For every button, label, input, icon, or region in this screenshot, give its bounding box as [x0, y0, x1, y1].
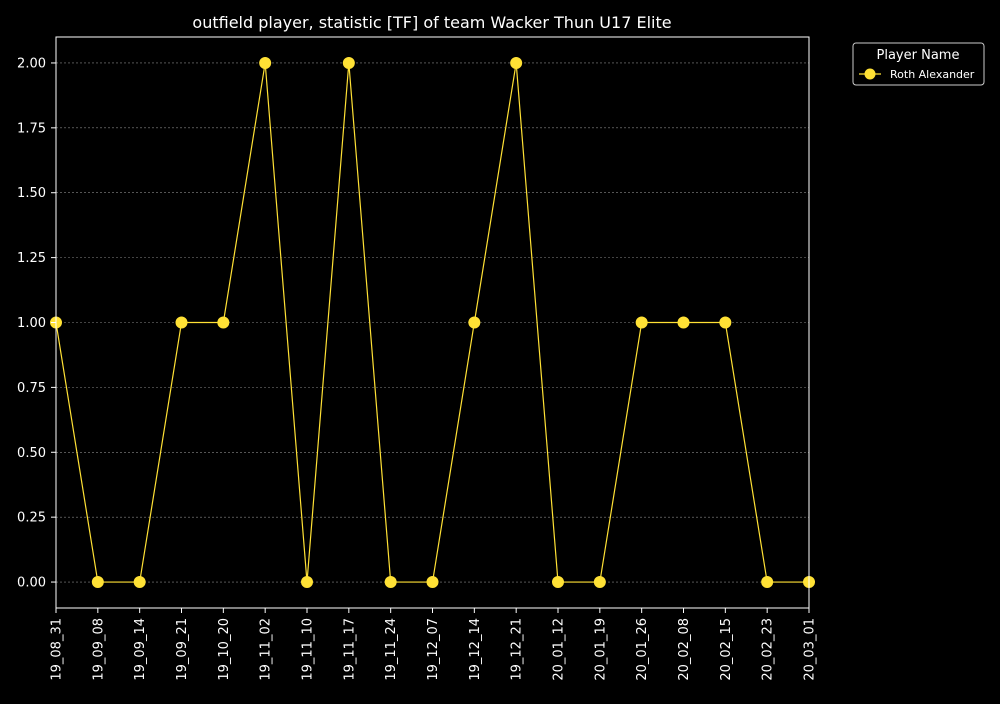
chart-title: outfield player, statistic [TF] of team … — [192, 13, 671, 32]
data-points — [50, 56, 815, 589]
data-point — [259, 56, 272, 69]
plot-frame — [55, 36, 810, 609]
legend: Player Name Roth Alexander — [852, 42, 985, 86]
x-tick-label: 19_09_14 — [133, 618, 148, 681]
data-point — [468, 316, 481, 329]
x-tick-label: 19_11_17 — [342, 618, 357, 681]
x-tick-label: 20_01_19 — [593, 618, 608, 681]
y-axis: 0.00 0.25 0.50 0.75 1.00 1.25 1.50 1.75 2.00 — [17, 56, 56, 591]
legend-marker-swatch — [864, 68, 876, 80]
x-tick-label: 19_11_02 — [259, 618, 274, 681]
x-tick-label: 20_02_15 — [719, 618, 734, 681]
x-axis: 19_08_31 19_09_08 19_09_14 19_09_21 19_10_20… — [50, 608, 818, 681]
x-tick-label: 19_09_21 — [175, 618, 190, 681]
data-point — [552, 576, 564, 589]
data-point — [384, 576, 397, 589]
y-tick-label: 0.50 — [17, 446, 46, 461]
y-tick-label: 1.75 — [17, 121, 46, 136]
y-tick-label: 1.25 — [17, 251, 46, 266]
data-point — [719, 316, 732, 329]
x-tick-label: 19_12_14 — [468, 618, 483, 681]
data-point — [301, 576, 313, 589]
legend-title: Player Name — [877, 48, 960, 63]
data-point — [593, 576, 606, 589]
legend-box — [852, 42, 985, 86]
data-point — [635, 316, 648, 329]
x-tick-label: 19_12_21 — [510, 618, 525, 681]
data-point — [510, 56, 523, 69]
grid-lines — [56, 62, 809, 583]
y-tick-label: 2.00 — [17, 56, 46, 71]
x-tick-label: 19_10_20 — [217, 618, 232, 681]
data-point — [426, 576, 439, 589]
data-point — [91, 576, 104, 589]
x-tick-label: 20_02_23 — [761, 618, 776, 681]
x-tick-label: 20_01_26 — [635, 618, 650, 681]
x-tick-label: 19_12_07 — [426, 618, 441, 681]
y-tick-label: 1.50 — [17, 186, 46, 201]
y-tick-label: 0.75 — [17, 381, 46, 396]
x-tick-label: 19_08_31 — [50, 618, 65, 681]
data-point — [133, 576, 146, 589]
data-point — [761, 576, 774, 589]
x-tick-label: 20_01_12 — [552, 618, 567, 681]
data-point — [342, 56, 355, 69]
legend-label: Roth Alexander — [890, 68, 975, 81]
data-point — [217, 316, 230, 329]
y-tick-label: 0.00 — [17, 576, 46, 591]
x-tick-label: 19_11_24 — [384, 618, 399, 681]
x-tick-label: 19_09_08 — [91, 618, 106, 681]
x-tick-label: 19_11_10 — [301, 618, 316, 681]
y-tick-label: 1.00 — [17, 316, 46, 331]
data-point — [175, 316, 188, 329]
x-tick-label: 20_03_01 — [803, 618, 818, 681]
data-point — [677, 316, 690, 329]
y-tick-label: 0.25 — [17, 511, 46, 526]
x-tick-label: 20_02_08 — [677, 618, 692, 681]
